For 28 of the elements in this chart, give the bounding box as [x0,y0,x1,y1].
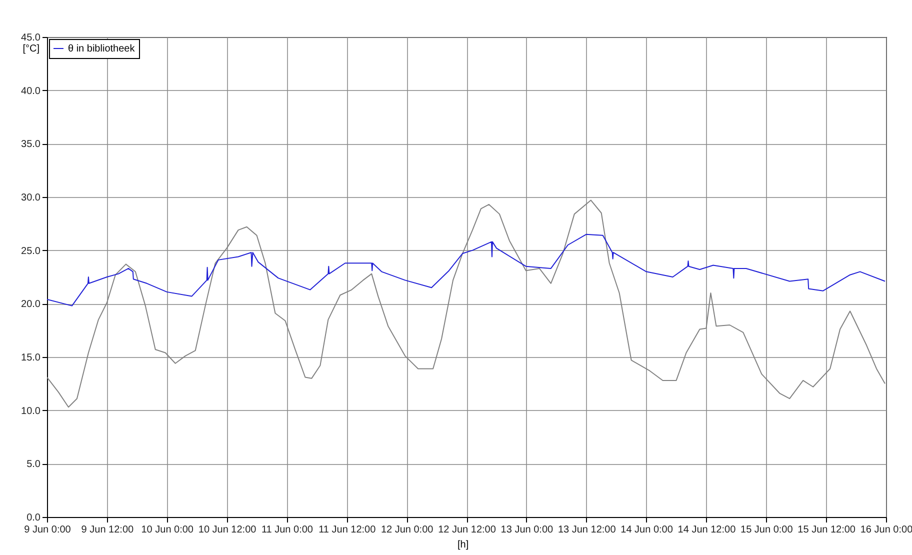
y-axis-title: [°C] [22,44,40,54]
x-tick-label: 15 Jun 12:00 [798,524,856,536]
y-tick-label: 30.0 [21,192,41,204]
x-tick-label: 15 Jun 0:00 [740,524,794,536]
x-tick-label: 13 Jun 12:00 [558,524,616,536]
y-tick-label: 40.0 [21,86,41,97]
x-tick-label: 16 Jun 0:00 [860,524,912,536]
y-tick-label: 35.0 [21,139,41,150]
x-tick-label: 11 Jun 12:00 [318,524,376,536]
y-tick-label: 10.0 [21,406,41,417]
x-tick-label: 9 Jun 0:00 [24,524,72,536]
x-tick-label: 9 Jun 12:00 [81,524,134,536]
x-tick-label: 14 Jun 12:00 [678,524,736,536]
y-tick-label: 20.0 [21,299,41,310]
x-axis-title: [h] [458,540,469,550]
legend-label: θ in bibliotheek [68,44,136,54]
x-tick-label: 12 Jun 0:00 [380,524,434,536]
y-tick-label: 5.0 [26,459,41,470]
x-tick-label: 14 Jun 0:00 [620,524,674,536]
y-tick-label: 45.0 [21,32,41,44]
x-tick-label: 12 Jun 12:00 [438,524,496,536]
x-tick-label: 10 Jun 12:00 [198,524,257,536]
y-tick-label: 15.0 [21,352,41,364]
x-tick-label: 13 Jun 0:00 [500,524,554,536]
x-tick-label: 10 Jun 0:00 [141,524,194,536]
y-tick-label: 25.0 [21,246,41,257]
x-tick-label: 11 Jun 0:00 [261,524,314,536]
y-tick-label: 0.0 [26,512,41,524]
